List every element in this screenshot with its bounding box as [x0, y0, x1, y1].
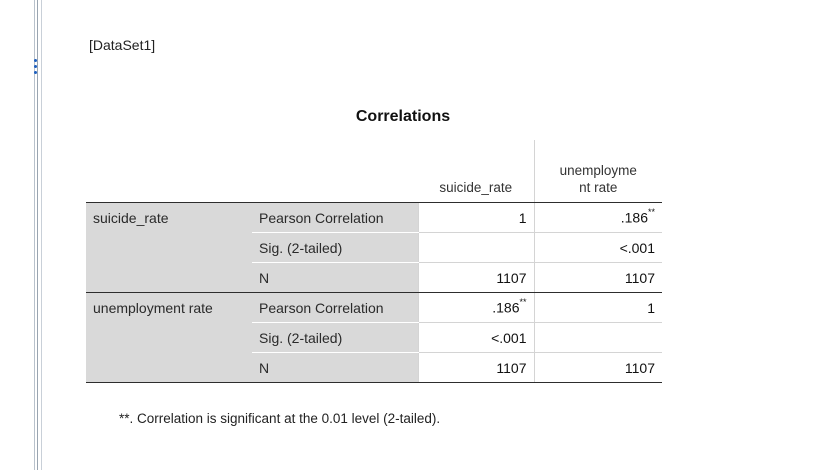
rail-divider[interactable] — [41, 0, 42, 470]
table-row[interactable]: suicide_rate Pearson Correlation 1 .186*… — [86, 202, 662, 233]
value-cell[interactable]: 1107 — [417, 262, 534, 293]
row-group-label — [86, 232, 252, 263]
value-cell[interactable]: <.001 — [417, 322, 534, 353]
table-footnote: **. Correlation is significant at the 0.… — [119, 411, 441, 426]
correlations-table[interactable]: suicide_rate unemployme nt rate suicide_r… — [86, 140, 662, 383]
stat-label: Sig. (2-tailed) — [252, 322, 418, 353]
row-group-label — [86, 352, 252, 383]
row-group-label: unemployment rate — [86, 292, 252, 323]
value-cell[interactable]: 1 — [417, 202, 534, 233]
significance-mark: ** — [519, 297, 527, 308]
row-group-label — [86, 262, 252, 293]
table-row[interactable]: Sig. (2-tailed) <.001 — [86, 232, 662, 263]
value-cell[interactable] — [533, 322, 662, 353]
rail-divider — [34, 0, 35, 470]
table-title: Correlations — [355, 108, 451, 125]
table-row[interactable]: unemployment rate Pearson Correlation .1… — [86, 292, 662, 323]
col-header-suicide-rate: suicide_rate — [418, 140, 534, 203]
header-blank — [86, 140, 252, 203]
row-group-label — [86, 322, 252, 353]
value-cell[interactable]: .186** — [533, 202, 662, 233]
stat-label: Pearson Correlation — [252, 292, 418, 323]
value-cell[interactable]: 1107 — [417, 352, 534, 383]
table-row[interactable]: N 1107 1107 — [86, 352, 662, 383]
row-group-label: suicide_rate — [86, 202, 252, 233]
col-header-unemployment-rate: unemployme nt rate — [533, 140, 662, 203]
value-cell[interactable] — [417, 232, 534, 263]
rail-divider — [37, 0, 38, 470]
stat-label: Sig. (2-tailed) — [252, 232, 418, 263]
value-cell[interactable]: 1107 — [533, 262, 662, 293]
stat-label: N — [252, 352, 418, 383]
value-cell[interactable]: .186** — [417, 292, 534, 323]
value-cell[interactable]: 1 — [533, 292, 662, 323]
significance-mark: ** — [647, 207, 655, 218]
splitter-handle-icon[interactable] — [34, 59, 38, 79]
stat-label: Pearson Correlation — [252, 202, 418, 233]
table-row[interactable]: Sig. (2-tailed) <.001 — [86, 322, 662, 353]
table-header-row: suicide_rate unemployme nt rate — [86, 140, 662, 203]
table-row[interactable]: N 1107 1107 — [86, 262, 662, 293]
dataset-label: [DataSet1] — [89, 37, 156, 53]
left-rail — [0, 0, 42, 470]
value-cell[interactable]: 1107 — [533, 352, 662, 383]
stat-label: N — [252, 262, 418, 293]
value-cell[interactable]: <.001 — [533, 232, 662, 263]
header-blank — [252, 140, 418, 203]
